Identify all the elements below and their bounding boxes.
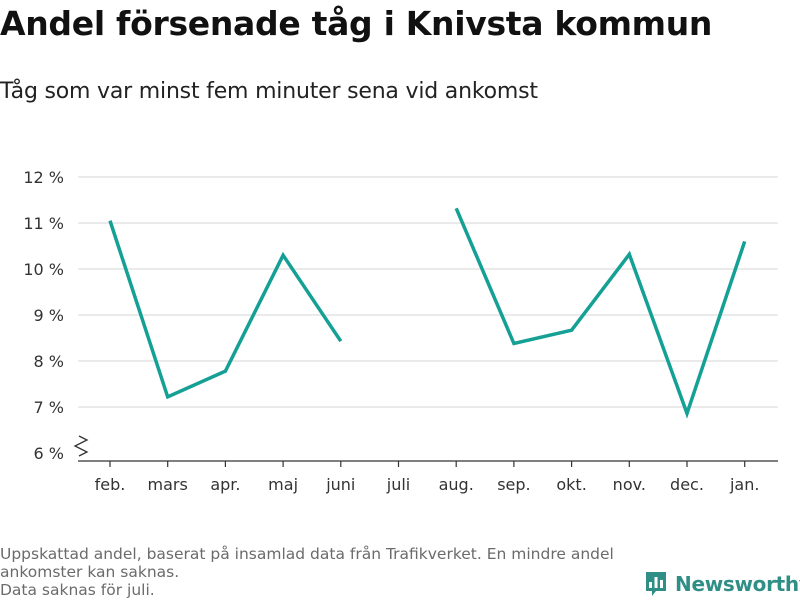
x-tick-label: maj <box>268 475 298 494</box>
x-tick-label: nov. <box>613 475 646 494</box>
series-lines <box>108 207 747 419</box>
x-tick-label: sep. <box>497 475 530 494</box>
x-tick-label: apr. <box>210 475 240 494</box>
footer-note: Uppskattad andel, baserat på insamlad da… <box>0 545 630 599</box>
x-tick-label: okt. <box>556 475 586 494</box>
series-line-segment <box>108 220 343 400</box>
page-title: Andel försenade tåg i Knivsta kommun <box>0 4 713 43</box>
x-tick-label: feb. <box>95 475 126 494</box>
bar-chart-speech-bubble-icon <box>646 572 666 596</box>
line-chart: 6 % 7 % 8 % 9 % 10 % 11 % 12 % feb. mars apr. maj… <box>23 168 778 494</box>
y-axis-break-icon <box>73 435 89 457</box>
x-tick-label: jan. <box>729 475 759 494</box>
y-tick-label: 10 % <box>23 260 64 279</box>
y-tick-label: 8 % <box>34 352 64 371</box>
footer-note-line: Uppskattad andel, baserat på insamlad da… <box>0 545 614 581</box>
y-tick-label: 9 % <box>34 306 64 325</box>
y-axis-tick-labels: 6 % 7 % 8 % 9 % 10 % 11 % 12 % <box>23 168 64 463</box>
y-tick-label: 6 % <box>34 444 64 463</box>
brand-name: Newsworthy <box>675 572 800 596</box>
chart-subtitle: Tåg som var minst fem minuter sena vid a… <box>0 79 538 104</box>
y-tick-label: 7 % <box>34 398 64 417</box>
x-tick-label: aug. <box>439 475 474 494</box>
x-axis-tick-labels: feb. mars apr. maj juni juli aug. sep. okt. nov. d… <box>95 475 760 494</box>
x-tick-label: juli <box>386 475 410 494</box>
brand-logo: Newsworthy <box>645 570 800 598</box>
x-axis <box>73 435 778 467</box>
x-tick-label: mars <box>148 475 188 494</box>
y-tick-label: 12 % <box>23 168 64 187</box>
y-tick-label: 11 % <box>23 214 64 233</box>
x-tick-label: dec. <box>670 475 704 494</box>
x-tick-label: juni <box>325 475 355 494</box>
gridlines <box>78 176 778 408</box>
footer-note-line: Data saknas för juli. <box>0 581 155 599</box>
series-line-segment <box>454 207 747 419</box>
